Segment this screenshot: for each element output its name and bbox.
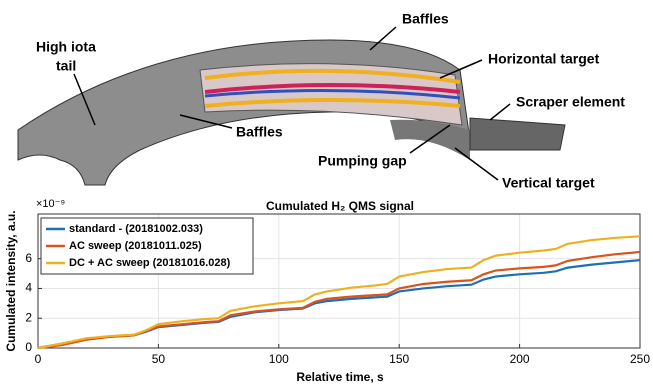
x-tick-label: 50 xyxy=(152,352,166,366)
diagram-label: Pumping gap xyxy=(318,153,407,169)
x-tick-label: 250 xyxy=(630,352,650,366)
x-tick-label: 200 xyxy=(510,352,530,366)
x-tick-label: 150 xyxy=(389,352,409,366)
legend-label: DC + AC sweep (20181016.028) xyxy=(69,257,231,269)
diagram-label: Vertical target xyxy=(502,175,595,191)
diagram-label: Scraper element xyxy=(516,94,625,110)
x-tick-label: 0 xyxy=(35,352,42,366)
diagram-label: Horizontal target xyxy=(488,51,600,67)
y-axis-label: Cumulated intensity, a.u. xyxy=(4,210,18,351)
y-tick-label: 0 xyxy=(25,340,32,354)
y-exponent: ×10⁻⁹ xyxy=(36,198,65,210)
diagram-label: Baffles xyxy=(402,11,449,27)
divertor-diagram: Baffles High iota tail Horizontal target… xyxy=(18,11,625,191)
y-tick-label: 4 xyxy=(25,281,32,295)
legend-label: standard - (20181002.033) xyxy=(69,223,203,235)
chart-title: Cumulated H₂ QMS signal xyxy=(266,199,414,213)
y-tick-label: 2 xyxy=(25,310,32,324)
y-tick-label: 6 xyxy=(25,251,32,265)
x-tick-label: 100 xyxy=(269,352,289,366)
diagram-label: High iota xyxy=(36,39,96,55)
diagram-label: Baffles xyxy=(236,124,283,140)
diagram-label: tail xyxy=(56,58,76,74)
scraper-shape xyxy=(470,118,565,150)
page: Baffles High iota tail Horizontal target… xyxy=(0,0,653,386)
legend-label: AC sweep (20181011.025) xyxy=(69,240,202,252)
x-axis-label: Relative time, s xyxy=(296,370,384,384)
